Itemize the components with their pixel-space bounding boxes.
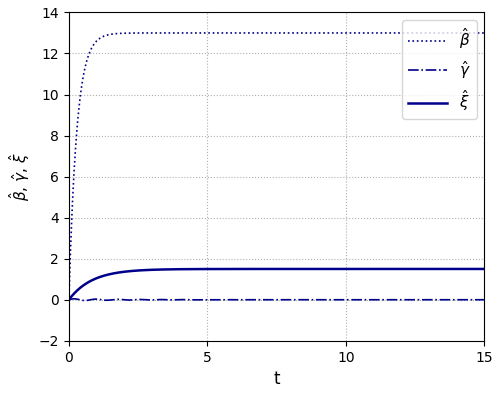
$\hat{\beta}$ <box>481 30 487 35</box>
$\hat{\beta}$ <box>362 30 368 35</box>
$\hat{\beta}$ <box>249 30 255 35</box>
$\hat{\gamma}$ <box>398 297 404 302</box>
$\hat{\beta}$ <box>390 30 396 35</box>
Line: $\hat{\xi}$: $\hat{\xi}$ <box>69 269 484 299</box>
$\hat{\beta}$ <box>66 288 72 293</box>
$\hat{\beta}$ <box>108 32 114 37</box>
X-axis label: t: t <box>274 370 280 388</box>
$\hat{\beta}$ <box>351 30 357 35</box>
$\hat{\xi}$ <box>66 297 72 302</box>
$\hat{\xi}$ <box>108 271 114 276</box>
$\hat{\xi}$ <box>390 267 396 271</box>
Legend: $\hat{\beta}$, $\hat{\gamma}$, $\hat{\xi}$: $\hat{\beta}$, $\hat{\gamma}$, $\hat{\xi… <box>402 20 476 119</box>
Line: $\hat{\beta}$: $\hat{\beta}$ <box>69 33 484 291</box>
$\hat{\xi}$ <box>398 267 404 271</box>
$\hat{\gamma}$ <box>235 297 241 302</box>
Y-axis label: $\hat{\beta}$, $\hat{\gamma}$, $\hat{\xi}$: $\hat{\beta}$, $\hat{\gamma}$, $\hat{\xi… <box>7 152 32 201</box>
$\hat{\gamma}$ <box>110 297 116 302</box>
$\hat{\gamma}$ <box>71 296 77 301</box>
$\hat{\gamma}$ <box>481 297 487 302</box>
Line: $\hat{\gamma}$: $\hat{\gamma}$ <box>69 299 484 301</box>
$\hat{\xi}$ <box>481 267 487 271</box>
$\hat{\gamma}$ <box>390 297 396 302</box>
$\hat{\xi}$ <box>351 267 357 271</box>
$\hat{\beta}$ <box>234 30 240 35</box>
$\hat{\gamma}$ <box>250 297 256 302</box>
$\hat{\beta}$ <box>398 30 404 35</box>
$\hat{\gamma}$ <box>352 297 358 302</box>
$\hat{\gamma}$ <box>82 298 88 303</box>
$\hat{\gamma}$ <box>66 297 72 302</box>
$\hat{\xi}$ <box>234 267 240 271</box>
$\hat{\xi}$ <box>249 267 255 271</box>
